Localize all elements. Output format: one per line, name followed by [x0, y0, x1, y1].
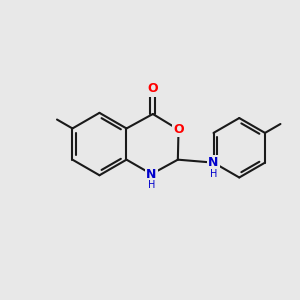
Text: H: H	[210, 169, 217, 179]
Text: O: O	[148, 82, 158, 95]
Text: O: O	[173, 123, 184, 136]
Text: H: H	[148, 180, 155, 190]
Text: N: N	[208, 156, 219, 169]
Text: N: N	[146, 168, 157, 181]
